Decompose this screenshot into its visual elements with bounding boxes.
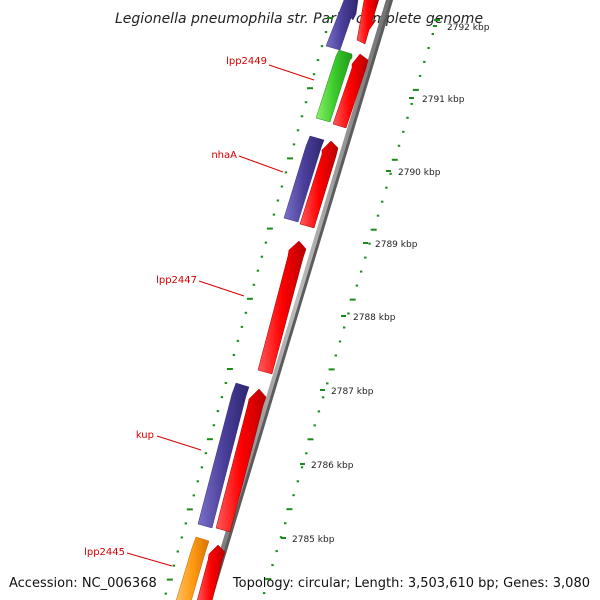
inner-tick-ring [164, 17, 333, 595]
map-title: Legionella pneumophila str. Paris, compl… [115, 11, 483, 27]
ruler-label: 2789 kbp [375, 240, 418, 250]
gene-labels: lpp2449 nhaA lpp2447 kup lpp2445 [84, 56, 315, 567]
ruler-label: 2786 kbp [311, 461, 354, 471]
gene-feature[interactable] [215, 388, 267, 533]
gene-feature[interactable] [315, 49, 353, 123]
gene-label-nhaA[interactable]: nhaA [211, 150, 237, 161]
gene-feature[interactable] [299, 140, 339, 229]
gene-feature[interactable] [332, 53, 369, 129]
ruler-label: 2788 kbp [353, 313, 396, 323]
gene-label-lpp2449[interactable]: lpp2449 [226, 56, 267, 67]
reverse-strand-features [176, 0, 359, 600]
ruler-label: 2792 kbp [447, 23, 490, 33]
ruler-label: 2791 kbp [422, 95, 465, 105]
gene-feature[interactable] [176, 536, 210, 600]
gene-feature[interactable] [283, 135, 325, 223]
gene-label-lpp2445[interactable]: lpp2445 [84, 547, 125, 558]
ruler-label: 2790 kbp [398, 168, 441, 178]
gene-feature[interactable] [257, 240, 307, 375]
gene-feature[interactable] [197, 382, 250, 529]
gene-feature[interactable] [356, 0, 379, 45]
gene-label-lpp2447[interactable]: lpp2447 [156, 275, 197, 286]
accession-text: Accession: NC_006368 [9, 576, 157, 591]
gene-feature[interactable] [325, 0, 359, 51]
ruler-label: 2785 kbp [292, 535, 335, 545]
kbp-ruler: 2792 kbp 2791 kbp 2790 kbp 2789 kbp 2788… [281, 23, 490, 545]
ruler-label: 2787 kbp [331, 387, 374, 397]
forward-strand-features [197, 0, 379, 600]
gene-feature[interactable] [197, 544, 226, 600]
genome-summary-text: Topology: circular; Length: 3,503,610 bp… [232, 576, 590, 591]
gene-label-kup[interactable]: kup [136, 430, 154, 441]
